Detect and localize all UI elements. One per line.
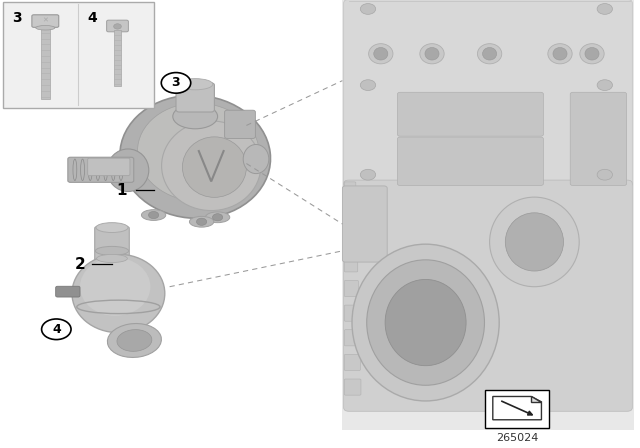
Text: 3: 3 bbox=[172, 76, 180, 90]
FancyBboxPatch shape bbox=[397, 92, 543, 136]
Ellipse shape bbox=[205, 212, 230, 223]
Ellipse shape bbox=[477, 43, 502, 64]
FancyBboxPatch shape bbox=[56, 286, 80, 297]
Circle shape bbox=[196, 218, 207, 225]
Text: 4: 4 bbox=[88, 11, 97, 25]
Ellipse shape bbox=[483, 47, 497, 60]
FancyBboxPatch shape bbox=[344, 330, 360, 346]
Ellipse shape bbox=[553, 47, 567, 60]
Bar bbox=[3, 2, 154, 108]
Ellipse shape bbox=[36, 26, 55, 30]
Polygon shape bbox=[531, 396, 541, 402]
Ellipse shape bbox=[189, 216, 214, 227]
FancyBboxPatch shape bbox=[344, 180, 632, 411]
Text: 2: 2 bbox=[75, 257, 85, 272]
Ellipse shape bbox=[548, 43, 572, 64]
Ellipse shape bbox=[352, 244, 499, 401]
FancyBboxPatch shape bbox=[344, 305, 359, 321]
Text: 1: 1 bbox=[116, 183, 127, 198]
Bar bbox=[114, 30, 122, 86]
Ellipse shape bbox=[120, 95, 271, 218]
Ellipse shape bbox=[369, 43, 393, 64]
Bar bbox=[41, 28, 50, 99]
Ellipse shape bbox=[141, 210, 166, 220]
Ellipse shape bbox=[367, 260, 484, 385]
Text: 4: 4 bbox=[52, 323, 61, 336]
Text: 3: 3 bbox=[12, 11, 22, 25]
FancyBboxPatch shape bbox=[342, 186, 387, 262]
Ellipse shape bbox=[107, 149, 148, 192]
FancyBboxPatch shape bbox=[344, 256, 358, 272]
Ellipse shape bbox=[580, 43, 604, 64]
FancyBboxPatch shape bbox=[344, 231, 357, 247]
Ellipse shape bbox=[243, 144, 269, 173]
Ellipse shape bbox=[96, 223, 128, 233]
Ellipse shape bbox=[72, 254, 165, 332]
FancyBboxPatch shape bbox=[570, 92, 627, 185]
Ellipse shape bbox=[490, 197, 579, 287]
Ellipse shape bbox=[173, 104, 218, 129]
FancyBboxPatch shape bbox=[397, 137, 543, 185]
Ellipse shape bbox=[178, 79, 212, 90]
Ellipse shape bbox=[425, 47, 439, 60]
Ellipse shape bbox=[374, 47, 388, 60]
FancyBboxPatch shape bbox=[225, 110, 255, 138]
Bar bbox=[342, 0, 634, 430]
Circle shape bbox=[597, 169, 612, 180]
Bar bbox=[485, 390, 549, 428]
Ellipse shape bbox=[138, 103, 259, 202]
Ellipse shape bbox=[117, 330, 152, 351]
FancyBboxPatch shape bbox=[344, 280, 358, 297]
Ellipse shape bbox=[80, 258, 150, 316]
FancyBboxPatch shape bbox=[344, 379, 361, 395]
Circle shape bbox=[148, 211, 159, 219]
Ellipse shape bbox=[506, 213, 564, 271]
Ellipse shape bbox=[385, 280, 466, 366]
Ellipse shape bbox=[420, 43, 444, 64]
FancyBboxPatch shape bbox=[95, 226, 129, 264]
Text: 265024: 265024 bbox=[496, 433, 538, 443]
FancyBboxPatch shape bbox=[68, 157, 134, 182]
FancyBboxPatch shape bbox=[344, 182, 356, 198]
Circle shape bbox=[360, 169, 376, 180]
FancyBboxPatch shape bbox=[107, 20, 129, 32]
Text: ✕: ✕ bbox=[42, 17, 48, 23]
Circle shape bbox=[161, 73, 191, 93]
FancyBboxPatch shape bbox=[344, 0, 632, 187]
Circle shape bbox=[114, 24, 122, 29]
Circle shape bbox=[212, 214, 223, 221]
Circle shape bbox=[597, 80, 612, 90]
FancyBboxPatch shape bbox=[344, 207, 356, 223]
Circle shape bbox=[42, 319, 71, 340]
FancyBboxPatch shape bbox=[176, 83, 214, 112]
FancyBboxPatch shape bbox=[344, 354, 360, 370]
Circle shape bbox=[360, 80, 376, 90]
Ellipse shape bbox=[182, 137, 246, 197]
Circle shape bbox=[360, 4, 376, 14]
Ellipse shape bbox=[161, 121, 261, 211]
FancyBboxPatch shape bbox=[88, 158, 130, 176]
Ellipse shape bbox=[585, 47, 599, 60]
Ellipse shape bbox=[108, 323, 161, 358]
FancyBboxPatch shape bbox=[32, 15, 59, 27]
Ellipse shape bbox=[95, 246, 129, 255]
Circle shape bbox=[597, 4, 612, 14]
Ellipse shape bbox=[97, 254, 127, 263]
